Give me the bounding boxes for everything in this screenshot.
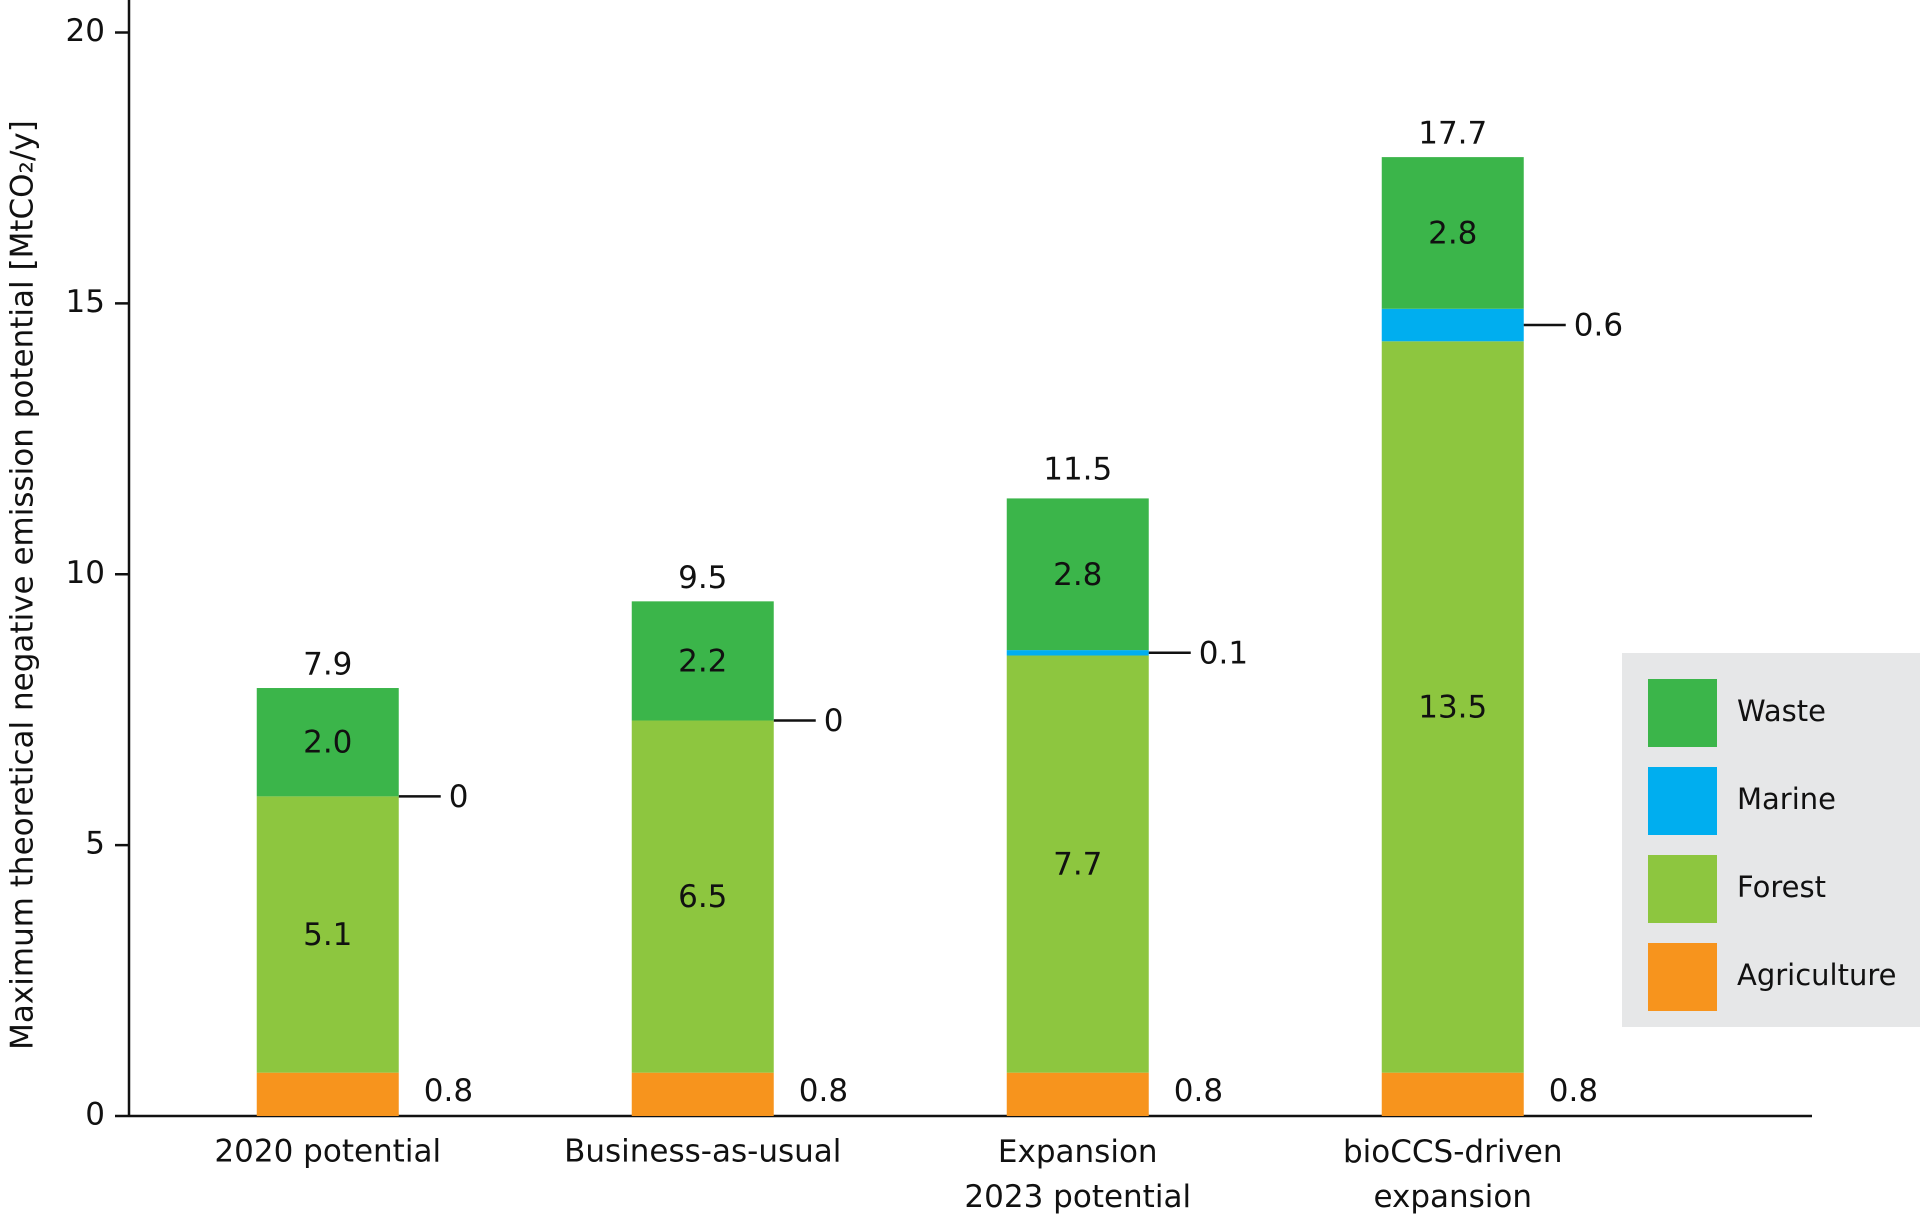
value-label: 6.5	[678, 879, 727, 915]
value-label: 0.1	[1199, 635, 1248, 671]
bar-segment	[631, 720, 774, 1073]
bar-segment	[256, 796, 399, 1073]
value-label: 0.6	[1574, 308, 1623, 344]
y-tick-label: 20	[66, 13, 105, 49]
bar-segment	[631, 601, 774, 721]
y-tick-label: 10	[66, 555, 105, 591]
bar-segment	[256, 688, 399, 797]
value-label: 2.8	[1428, 215, 1477, 251]
y-axis-label: Maximum theoretical negative emission po…	[5, 120, 41, 1050]
value-label: 7.7	[1053, 847, 1102, 883]
value-label: 0.8	[1174, 1073, 1223, 1109]
bar-segment	[1381, 341, 1524, 1073]
value-label: 0.8	[799, 1073, 848, 1109]
legend-label: Agriculture	[1737, 958, 1897, 992]
value-label: 2.0	[303, 725, 352, 761]
x-tick-label: 2020 potential	[214, 1134, 441, 1170]
bar-segment	[256, 1072, 399, 1116]
bar-segment	[631, 1072, 774, 1116]
x-tick-label: Business-as-usual	[564, 1134, 841, 1170]
value-label: 0	[449, 779, 469, 815]
value-label: 5.1	[303, 917, 352, 953]
bar-segment	[1006, 498, 1149, 651]
x-tick-label-line: Expansion	[998, 1134, 1158, 1170]
x-tick-label: bioCCS-driven expansion	[1343, 1134, 1563, 1215]
x-tick-label-line: expansion	[1373, 1179, 1532, 1215]
total-label: 17.7	[1418, 116, 1487, 152]
total-label: 9.5	[678, 560, 727, 596]
x-tick-label-line: bioCCS-driven	[1343, 1134, 1563, 1170]
value-label: 2.2	[678, 643, 727, 679]
legend-label: Waste	[1737, 694, 1826, 728]
legend-swatch	[1648, 943, 1717, 1011]
value-label: 2.8	[1053, 557, 1102, 593]
legend-label: Marine	[1737, 782, 1836, 816]
bar-segment	[1381, 157, 1524, 309]
x-tick-label: Expansion 2023 potential	[964, 1134, 1191, 1215]
bar-segment	[1006, 655, 1149, 1073]
value-label: 0.8	[1549, 1073, 1598, 1109]
x-tick-label-line: 2023 potential	[964, 1179, 1191, 1215]
value-label: 13.5	[1418, 689, 1487, 725]
value-label: 0	[824, 703, 844, 739]
value-label: 0.8	[424, 1073, 473, 1109]
legend-label: Forest	[1737, 870, 1826, 904]
bar-segment	[1006, 650, 1149, 656]
bar-segment	[1381, 308, 1524, 342]
y-tick-label: 15	[66, 284, 105, 320]
legend-swatch	[1648, 767, 1717, 835]
y-tick-label: 5	[85, 826, 105, 862]
total-label: 7.9	[303, 647, 352, 683]
y-tick-label: 0	[85, 1097, 105, 1133]
bar-segment	[1006, 1072, 1149, 1116]
legend-swatch	[1648, 855, 1717, 923]
total-label: 11.5	[1043, 451, 1112, 487]
legend-swatch	[1648, 679, 1717, 747]
bar-segment	[1381, 1072, 1524, 1116]
